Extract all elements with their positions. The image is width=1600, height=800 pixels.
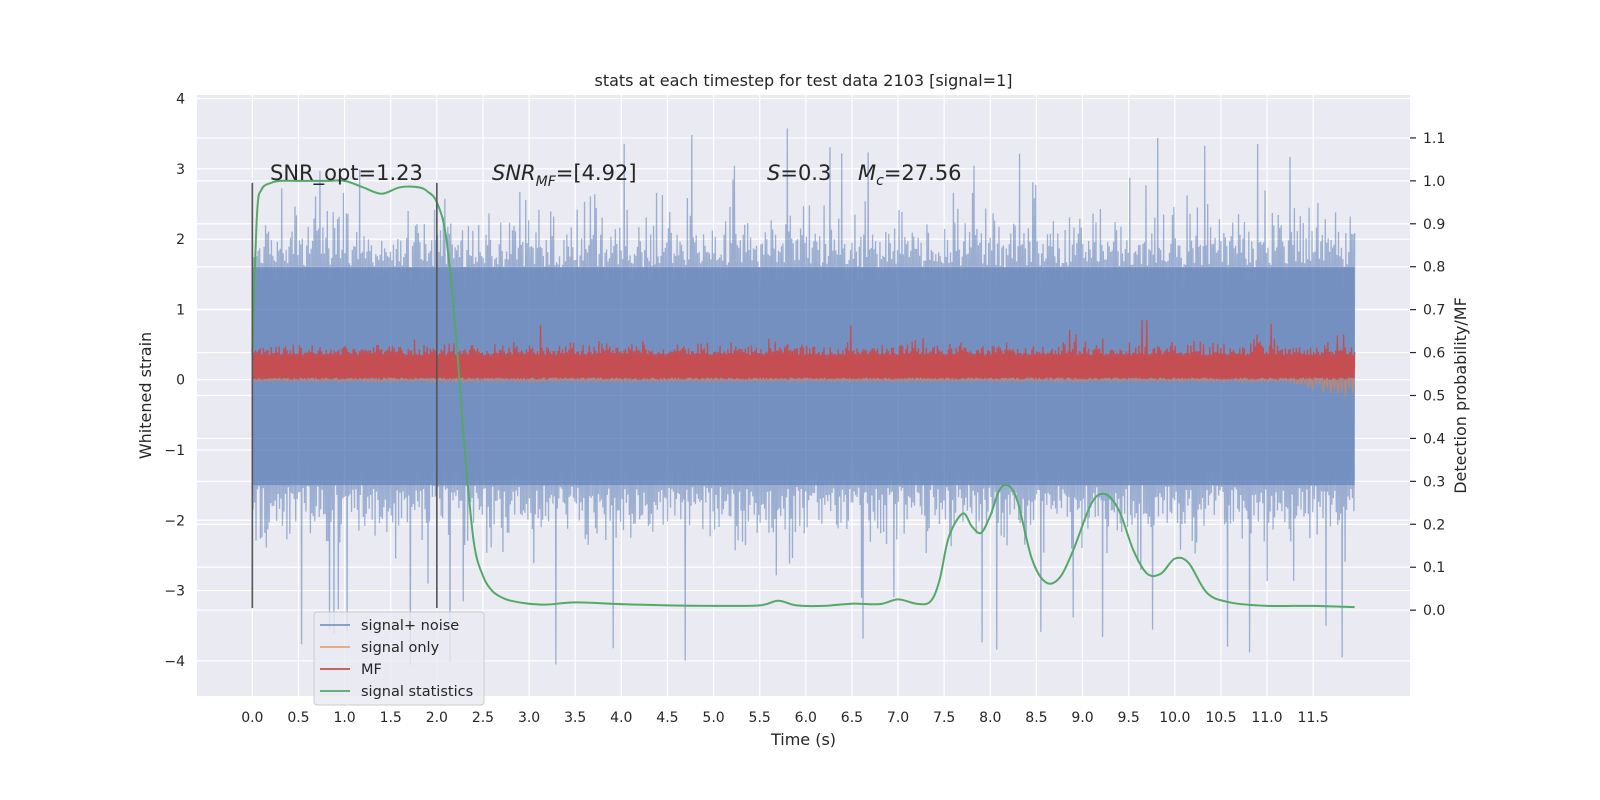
x-axis-ticks: 0.0 0.5 1.0 1.5 2.0 2.5 3.0 3.5 4.0 4.5 5.0 5.5 6.0 6… [241, 710, 1329, 726]
x-tick-label: 7.0 [887, 710, 909, 726]
x-tick-label: 8.0 [979, 710, 1001, 726]
y-axis-ticks: −4 −3 −2 −1 0 1 2 3 4 [164, 92, 185, 670]
annotation-snr-mf: SNRMF=[4.92] [492, 161, 637, 190]
y-tick-label: −4 [164, 654, 185, 670]
x-tick-label: 11.5 [1298, 710, 1329, 726]
x-tick-label: 1.0 [333, 710, 355, 726]
x-tick-label: 3.0 [518, 710, 540, 726]
y-right-tick-label: 1.0 [1423, 174, 1445, 190]
y-right-tick-label: 0.9 [1423, 217, 1445, 233]
vertical-lines [251, 182, 438, 609]
y-right-tick-label: 0.7 [1423, 303, 1445, 319]
y-axis-title: Whitened strain [136, 332, 155, 459]
y-tick-label: 3 [176, 162, 185, 178]
annotation-mc-main: M [858, 161, 876, 185]
y-right-tick-label: 0.0 [1423, 603, 1445, 619]
y-tick-label: −1 [164, 443, 185, 459]
legend: signal+ noise signal only MF signal stat… [313, 611, 485, 706]
x-tick-label: 8.5 [1025, 710, 1047, 726]
x-tick-label: 4.0 [610, 710, 632, 726]
y-right-axis-title: Detection probability/MF [1451, 297, 1470, 494]
annotation-mc-sub: c [876, 173, 884, 189]
annotation-mc-rest: =27.56 [884, 161, 962, 185]
legend-box [313, 611, 485, 706]
legend-label-signal-only: signal only [361, 640, 440, 656]
x-tick-label: 7.5 [933, 710, 955, 726]
annotation-snr-mf-sub: MF [536, 174, 557, 190]
legend-entry-signal-statistics: signal statistics [320, 684, 473, 700]
legend-entry-mf: MF [320, 662, 382, 678]
x-tick-label: 6.0 [795, 710, 817, 726]
y-tick-label: 2 [176, 232, 185, 248]
series-signal-statistics-line [251, 179, 1355, 609]
x-tick-label: 0.5 [287, 710, 309, 726]
x-tick-label: 9.0 [1071, 710, 1093, 726]
y-right-tick-label: 0.6 [1423, 346, 1445, 362]
y-tick-label: −3 [164, 584, 185, 600]
y-right-tick-label: 0.5 [1423, 389, 1445, 405]
x-tick-label: 3.5 [564, 710, 586, 726]
annotation-mc: Mc=27.56 [858, 161, 962, 189]
y-right-axis-ticks: 0.0 0.1 0.2 0.3 0.4 0.5 0.6 0.7 0.8 0.9 1.0 1.1 [1410, 131, 1445, 619]
y-right-tick-label: 0.2 [1423, 517, 1445, 533]
y-right-tick-label: 0.8 [1423, 260, 1445, 276]
legend-label-signal-noise: signal+ noise [361, 618, 459, 634]
annotation-snr-mf-main: SNR [492, 161, 536, 185]
annotation-snr-opt: SNR_opt=1.23 [270, 161, 423, 186]
legend-label-mf: MF [361, 662, 382, 678]
annotation-snr-mf-rest: =[4.92] [556, 161, 637, 185]
x-tick-label: 2.0 [426, 710, 448, 726]
x-axis-title: Time (s) [770, 730, 836, 749]
x-tick-label: 10.5 [1205, 710, 1236, 726]
y-right-tick-label: 1.1 [1423, 131, 1445, 147]
x-tick-label: 5.5 [749, 710, 771, 726]
chart-title: stats at each timestep for test data 210… [594, 71, 1012, 90]
y-tick-label: 4 [176, 92, 185, 108]
x-tick-label: 9.5 [1118, 710, 1140, 726]
legend-label-signal-statistics: signal statistics [361, 684, 473, 700]
x-tick-label: 0.0 [241, 710, 263, 726]
annotation-s-main: S [767, 161, 780, 185]
y-right-tick-label: 0.4 [1423, 431, 1445, 447]
y-right-tick-label: 0.3 [1423, 474, 1445, 490]
legend-entry-signal-noise: signal+ noise [320, 618, 459, 634]
annotation-s: S=0.3 [767, 161, 831, 185]
x-tick-label: 4.5 [656, 710, 678, 726]
x-tick-label: 2.5 [472, 710, 494, 726]
y-tick-label: 1 [176, 302, 185, 318]
y-tick-label: −2 [164, 513, 185, 529]
y-tick-label: 0 [176, 373, 185, 389]
x-tick-label: 1.5 [380, 710, 402, 726]
legend-entry-signal-only: signal only [320, 640, 440, 656]
x-tick-label: 10.0 [1159, 710, 1190, 726]
x-tick-label: 5.0 [702, 710, 724, 726]
x-tick-label: 6.5 [841, 710, 863, 726]
annotation-s-rest: =0.3 [780, 161, 831, 185]
y-right-tick-label: 0.1 [1423, 560, 1445, 576]
x-tick-label: 11.0 [1251, 710, 1282, 726]
